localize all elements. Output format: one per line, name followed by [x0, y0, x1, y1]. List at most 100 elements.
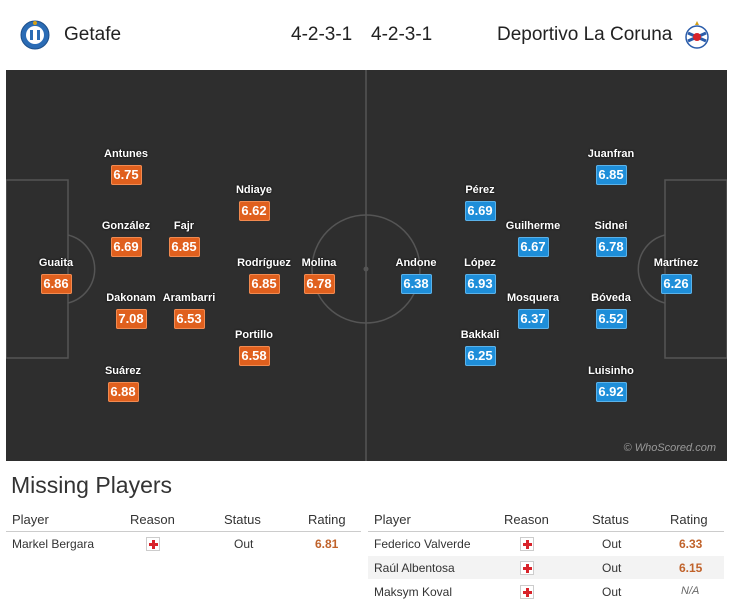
player-marker[interactable]: López 6.93 — [444, 256, 516, 294]
player-name[interactable]: López — [464, 257, 496, 269]
player-marker[interactable]: Martínez 6.26 — [640, 256, 712, 294]
home-formation: 4-2-3-1 — [291, 24, 353, 45]
getafe-crest-icon[interactable] — [20, 19, 50, 51]
player-marker[interactable]: Portillo 6.58 — [218, 328, 290, 366]
missing-status: Out — [602, 585, 622, 599]
player-marker[interactable]: Suárez 6.88 — [87, 364, 159, 402]
player-name[interactable]: Martínez — [653, 257, 699, 269]
home-missing-table: Player Reason Status Rating Markel Berga… — [6, 508, 361, 556]
player-name[interactable]: Sidnei — [594, 220, 628, 232]
col-status: Status — [224, 512, 261, 527]
player-name[interactable]: Portillo — [235, 329, 273, 341]
missing-rating: 6.33 — [679, 537, 703, 551]
home-team-name[interactable]: Getafe — [64, 24, 122, 45]
player-marker[interactable]: Pérez 6.69 — [444, 183, 516, 221]
player-marker[interactable]: Juanfran 6.85 — [575, 147, 647, 185]
player-marker[interactable]: Molina 6.78 — [283, 256, 355, 294]
missing-rating: N/A — [681, 585, 700, 597]
player-rating: 6.52 — [595, 309, 627, 329]
player-rating: 6.85 — [168, 237, 200, 257]
player-name[interactable]: Dakonam — [106, 292, 156, 304]
player-rating: 6.92 — [595, 382, 627, 402]
player-name[interactable]: Luisinho — [588, 365, 634, 377]
player-name[interactable]: Suárez — [104, 365, 142, 377]
player-rating: 6.93 — [464, 274, 496, 294]
whoscored-watermark: © WhoScored.com — [623, 442, 716, 454]
player-name[interactable]: Arambarri — [162, 292, 216, 304]
pitch-lines — [6, 70, 727, 461]
player-marker[interactable]: Guilherme 6.67 — [497, 219, 569, 257]
player-marker[interactable]: Fajr 6.85 — [148, 219, 220, 257]
table-header: Player Reason Status Rating — [6, 508, 361, 532]
player-rating: 6.69 — [110, 237, 142, 257]
table-row: Federico Valverde Out 6.33 — [368, 532, 724, 556]
deportivo-crest-icon[interactable] — [682, 19, 712, 51]
player-name[interactable]: Bakkali — [460, 329, 500, 341]
player-name[interactable]: Andone — [395, 257, 437, 269]
player-rating: 6.88 — [107, 382, 139, 402]
table-row: Maksym Koval Out N/A — [368, 580, 724, 604]
player-marker[interactable]: Andone 6.38 — [380, 256, 452, 294]
player-marker[interactable]: Luisinho 6.92 — [575, 364, 647, 402]
missing-rating: 6.81 — [315, 537, 339, 551]
col-reason: Reason — [130, 512, 175, 527]
player-rating: 6.85 — [595, 165, 627, 185]
missing-rating: 6.15 — [679, 561, 703, 575]
player-name[interactable]: Molina — [301, 257, 337, 269]
player-rating: 6.85 — [248, 274, 280, 294]
match-header: Getafe 4-2-3-1 4-2-3-1 Deportivo La Coru… — [0, 0, 730, 70]
player-marker[interactable]: Sidnei 6.78 — [575, 219, 647, 257]
player-name[interactable]: Mosquera — [507, 292, 559, 304]
player-name[interactable]: Fajr — [173, 220, 195, 232]
injury-icon — [146, 537, 160, 551]
player-marker[interactable]: Mosquera 6.37 — [497, 291, 569, 329]
missing-status: Out — [602, 561, 622, 575]
player-rating: 6.58 — [238, 346, 270, 366]
player-name[interactable]: Rodríguez — [237, 257, 291, 269]
player-rating: 6.67 — [517, 237, 549, 257]
player-rating: 6.25 — [464, 346, 496, 366]
player-name[interactable]: Juanfran — [587, 148, 635, 160]
player-name[interactable]: Guilherme — [505, 220, 561, 232]
player-name[interactable]: Ndiaye — [235, 184, 273, 196]
player-rating: 6.75 — [110, 165, 142, 185]
player-marker[interactable]: Arambarri 6.53 — [153, 291, 225, 329]
injury-icon — [520, 561, 534, 575]
player-name[interactable]: Bóveda — [591, 292, 631, 304]
player-rating: 7.08 — [115, 309, 147, 329]
player-marker[interactable]: Guaita 6.86 — [20, 256, 92, 294]
missing-player-name[interactable]: Markel Bergara — [12, 537, 95, 551]
player-name[interactable]: Guaita — [38, 257, 74, 269]
player-marker[interactable]: Bakkali 6.25 — [444, 328, 516, 366]
missing-status: Out — [234, 537, 254, 551]
col-player: Player — [12, 512, 49, 527]
player-rating: 6.86 — [40, 274, 72, 294]
player-marker[interactable]: Bóveda 6.52 — [575, 291, 647, 329]
player-rating: 6.62 — [238, 201, 270, 221]
player-name[interactable]: Antunes — [104, 148, 148, 160]
col-rating: Rating — [308, 512, 346, 527]
player-marker[interactable]: Dakonam 7.08 — [95, 291, 167, 329]
player-name[interactable]: Pérez — [465, 184, 495, 196]
player-rating: 6.78 — [303, 274, 335, 294]
player-marker[interactable]: Antunes 6.75 — [90, 147, 162, 185]
away-formation: 4-2-3-1 — [371, 24, 433, 45]
injury-icon — [520, 537, 534, 551]
player-marker[interactable]: González 6.69 — [90, 219, 162, 257]
player-rating: 6.26 — [660, 274, 692, 294]
missing-player-name[interactable]: Federico Valverde — [374, 537, 471, 551]
player-rating: 6.69 — [464, 201, 496, 221]
player-marker[interactable]: Rodríguez 6.85 — [228, 256, 300, 294]
missing-status: Out — [602, 537, 622, 551]
missing-player-name[interactable]: Raúl Albentosa — [374, 561, 455, 575]
col-player: Player — [374, 512, 411, 527]
player-marker[interactable]: Ndiaye 6.62 — [218, 183, 290, 221]
player-rating: 6.53 — [173, 309, 205, 329]
table-row: Raúl Albentosa Out 6.15 — [368, 556, 724, 580]
col-status: Status — [592, 512, 629, 527]
missing-player-name[interactable]: Maksym Koval — [374, 585, 453, 599]
away-team-name[interactable]: Deportivo La Coruna — [497, 24, 673, 45]
player-rating: 6.37 — [517, 309, 549, 329]
player-name[interactable]: González — [101, 220, 151, 232]
col-rating: Rating — [670, 512, 708, 527]
